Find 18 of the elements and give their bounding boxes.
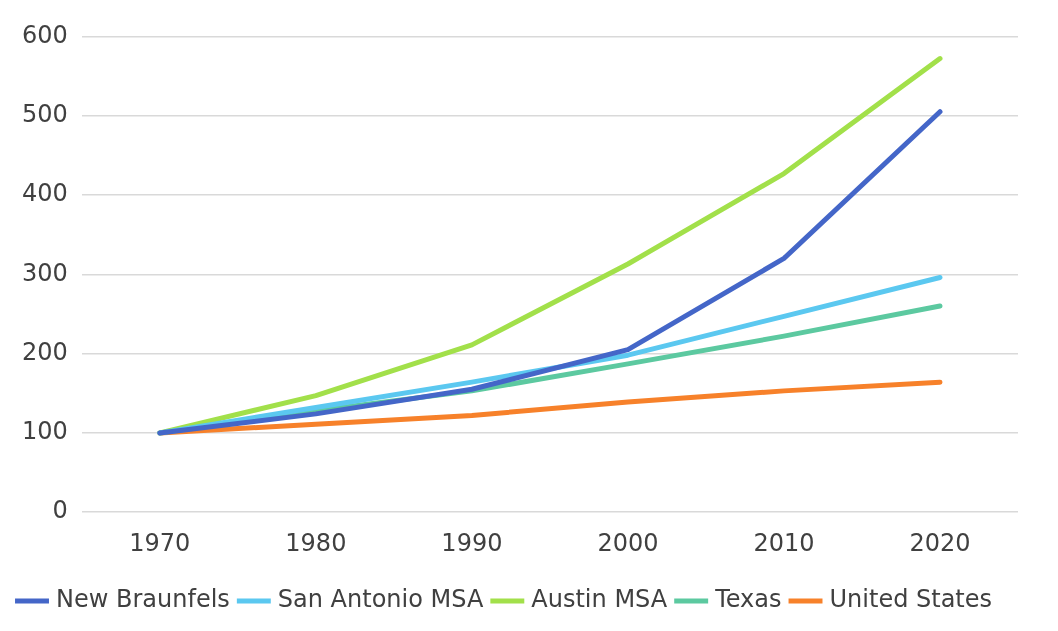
legend-label: New Braunfels (56, 585, 230, 614)
y-tick-label: 200 (22, 337, 68, 366)
y-tick-label: 400 (22, 179, 68, 208)
y-tick-label: 500 (22, 99, 68, 128)
x-tick-label: 2010 (753, 528, 815, 557)
legend-label: San Antonio MSA (277, 585, 484, 614)
y-tick-label: 100 (22, 417, 68, 446)
x-tick-label: 1970 (129, 528, 191, 557)
y-tick-label: 0 (52, 496, 68, 525)
x-tick-label: 2020 (909, 528, 971, 557)
x-tick-label: 1990 (441, 528, 503, 557)
legend-label: United States (829, 585, 993, 614)
legend-label: Austin MSA (531, 585, 668, 614)
y-tick-label: 300 (22, 258, 68, 287)
x-tick-label: 2000 (597, 528, 659, 557)
legend-label: Texas (714, 585, 782, 614)
y-tick-label: 600 (22, 20, 68, 49)
x-tick-label: 1980 (285, 528, 347, 557)
